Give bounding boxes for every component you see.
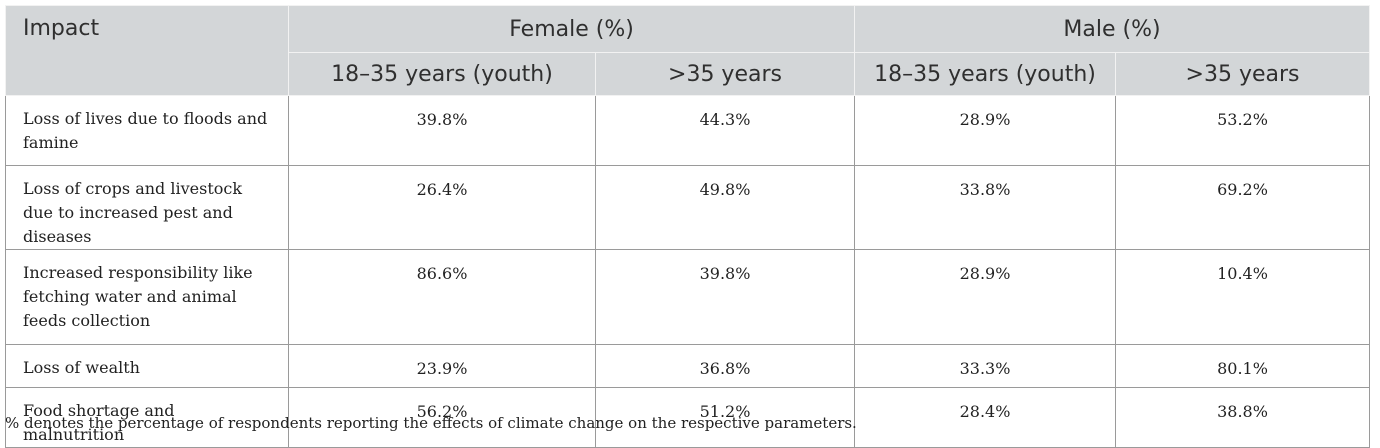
table-row: Food shortage and malnutrition 56.2% 51.… [5, 387, 1371, 448]
female-older-cell: 51.2% [594, 387, 856, 448]
male-older-cell: 38.8% [1115, 387, 1371, 448]
female-youth-cell: 23.9% [288, 344, 596, 388]
female-older-cell: 49.8% [594, 165, 856, 250]
table-footnote: % denotes the percentage of respondents … [5, 414, 857, 432]
impact-cell: Loss of crops and livestock due to incre… [5, 165, 289, 250]
female-youth-cell: 56.2% [288, 387, 596, 448]
header-female-youth: 18–35 years (youth) [288, 52, 596, 96]
female-older-cell: 39.8% [594, 249, 856, 345]
impact-cell: Increased responsibility like fetching w… [5, 249, 289, 345]
male-older-cell: 10.4% [1115, 249, 1371, 345]
impact-cell: Loss of lives due to floods and famine [5, 95, 289, 166]
female-older-cell: 36.8% [594, 344, 856, 388]
female-youth-cell: 39.8% [288, 95, 596, 166]
table-row: Loss of crops and livestock due to incre… [5, 165, 1371, 250]
impact-cell: Food shortage and malnutrition [5, 387, 289, 448]
impact-table: Impact Female (%) Male (%) 18–35 years (… [5, 5, 1371, 448]
table-body: Loss of lives due to floods and famine 3… [5, 95, 1371, 448]
male-youth-cell: 28.4% [854, 387, 1117, 448]
table-row: Loss of wealth 23.9% 36.8% 33.3% 80.1% [5, 344, 1371, 388]
male-youth-cell: 33.3% [854, 344, 1117, 388]
impact-cell: Loss of wealth [5, 344, 289, 388]
table-header: Impact Female (%) Male (%) 18–35 years (… [5, 5, 1371, 96]
header-impact: Impact [5, 5, 289, 96]
female-youth-cell: 86.6% [288, 249, 596, 345]
header-male-youth: 18–35 years (youth) [854, 52, 1117, 96]
table-row: Loss of lives due to floods and famine 3… [5, 95, 1371, 166]
female-older-cell: 44.3% [594, 95, 856, 166]
header-female-older: >35 years [594, 52, 856, 96]
header-male: Male (%) [854, 5, 1371, 53]
table-row: Increased responsibility like fetching w… [5, 249, 1371, 345]
header-female: Female (%) [287, 5, 856, 53]
header-male-older: >35 years [1115, 52, 1371, 96]
impact-table-container: Impact Female (%) Male (%) 18–35 years (… [5, 5, 1371, 448]
female-youth-cell: 26.4% [288, 165, 596, 250]
male-youth-cell: 33.8% [854, 165, 1117, 250]
male-youth-cell: 28.9% [854, 249, 1117, 345]
male-older-cell: 69.2% [1115, 165, 1371, 250]
male-youth-cell: 28.9% [854, 95, 1117, 166]
male-older-cell: 53.2% [1115, 95, 1371, 166]
male-older-cell: 80.1% [1115, 344, 1371, 388]
